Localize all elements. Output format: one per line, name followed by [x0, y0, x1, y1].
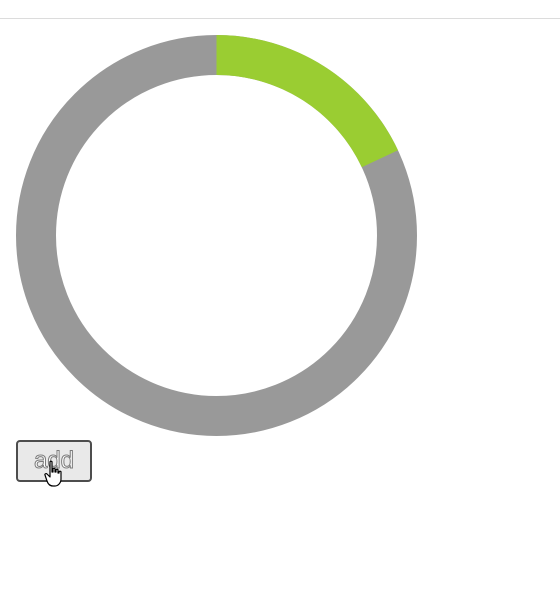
- progress-ring-svg: [16, 35, 417, 436]
- add-button[interactable]: add: [16, 440, 92, 482]
- progress-ring-fill: [16, 35, 417, 436]
- top-divider: [0, 18, 560, 19]
- progress-ring: [16, 35, 417, 436]
